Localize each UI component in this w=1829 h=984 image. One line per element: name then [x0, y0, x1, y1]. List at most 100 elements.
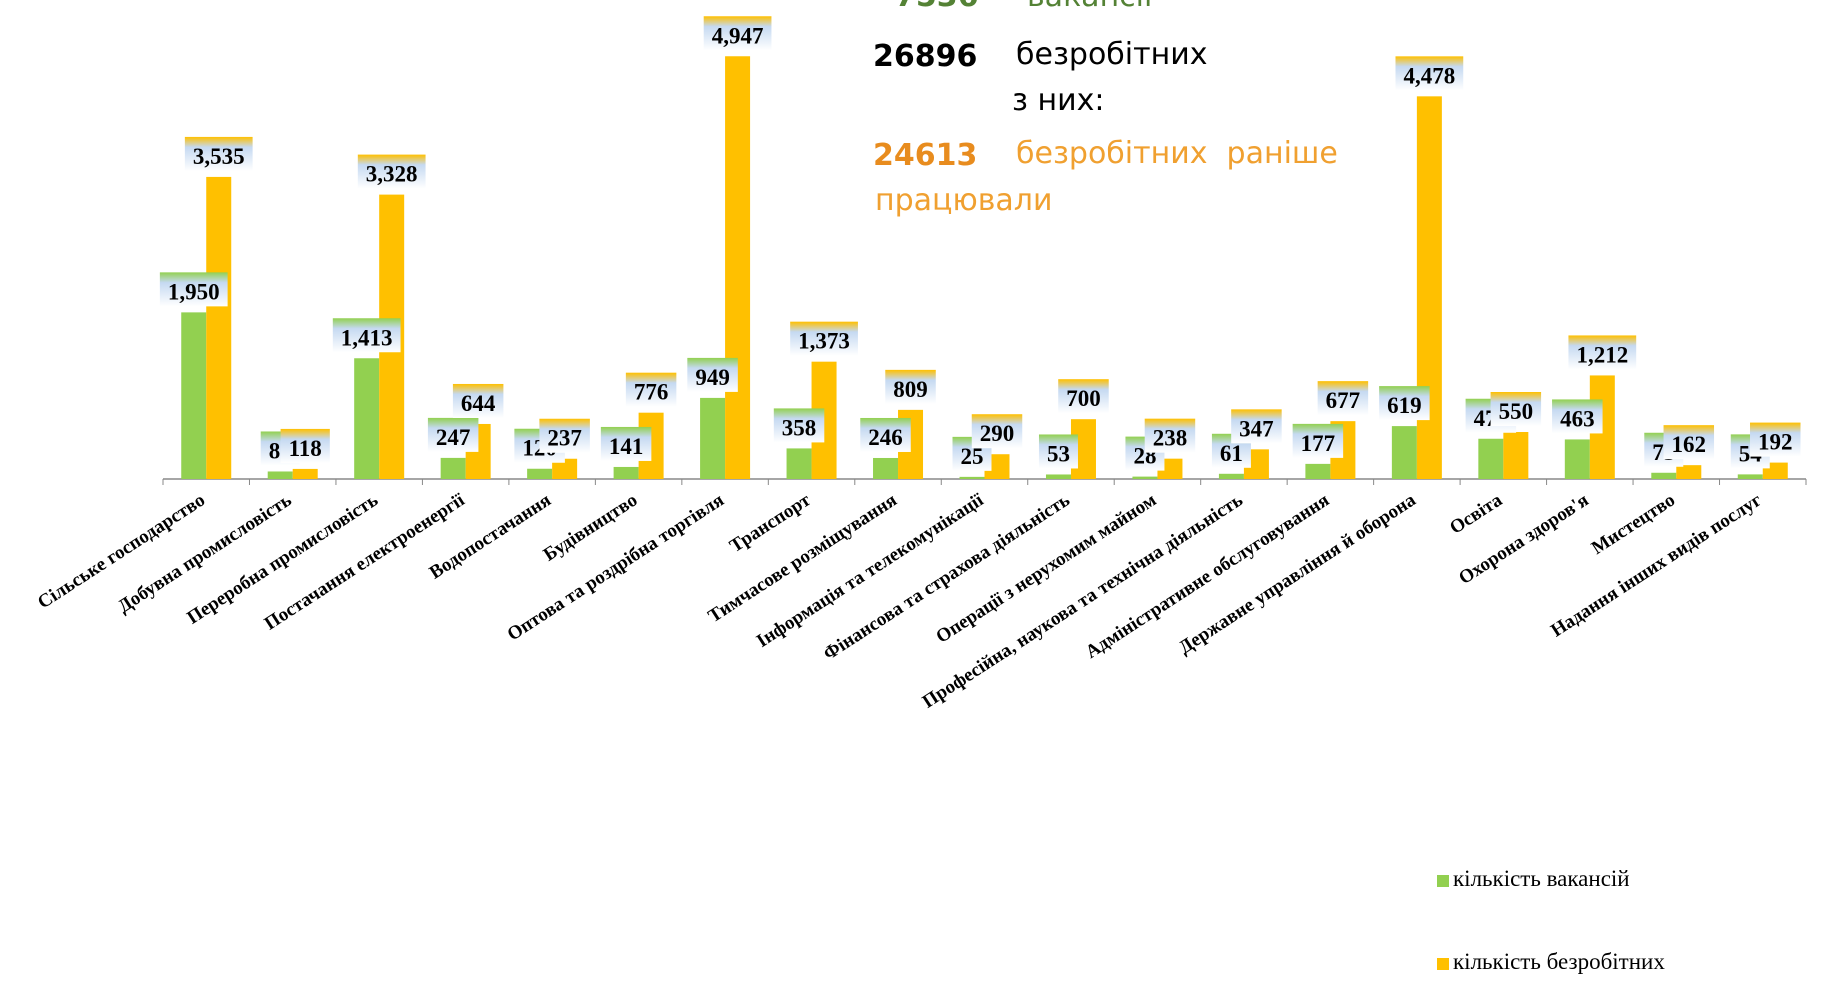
- data-label-box: [1144, 418, 1196, 453]
- bar: [959, 476, 985, 479]
- bar: [1391, 426, 1417, 479]
- data-label: 347: [1231, 409, 1282, 444]
- data-label-text: 4,478: [1403, 63, 1455, 88]
- data-label-box: [1292, 423, 1344, 458]
- annotation: безробітних: [1016, 37, 1207, 72]
- data-label-text: 1,950: [168, 279, 220, 304]
- bar: [786, 448, 812, 479]
- data-label: 53: [1038, 434, 1078, 469]
- data-label: 177: [1292, 423, 1344, 458]
- data-label: 677: [1317, 381, 1369, 416]
- data-label: 700: [1058, 379, 1109, 414]
- bar: [1737, 474, 1763, 479]
- data-label: 247: [427, 417, 479, 452]
- bar: [613, 466, 639, 479]
- data-label-text: 463: [1560, 406, 1595, 431]
- legend-swatch: [1437, 875, 1449, 887]
- bar: [1045, 474, 1071, 479]
- data-label-text: 141: [609, 434, 644, 459]
- data-label-box: [1231, 409, 1282, 444]
- data-label-text: 550: [1499, 399, 1534, 424]
- data-label-text: 700: [1066, 386, 1101, 411]
- bar: [354, 358, 380, 479]
- data-label-text: 25: [961, 444, 984, 469]
- annotation: вакансії: [1027, 0, 1153, 14]
- data-label-box: [600, 426, 652, 461]
- data-label-text: 347: [1239, 416, 1274, 441]
- bar: [873, 457, 899, 479]
- data-label: 1,373: [790, 321, 858, 356]
- legend-swatch: [1437, 958, 1449, 970]
- data-label-box: [1317, 381, 1369, 416]
- data-label: 1,413: [332, 318, 401, 353]
- data-label-text: 177: [1301, 431, 1336, 456]
- data-label-box: [452, 383, 504, 418]
- data-label: 550: [1490, 392, 1542, 426]
- data-label: 4,478: [1395, 56, 1464, 91]
- data-label-text: 61: [1220, 441, 1243, 466]
- data-label-text: 237: [547, 426, 582, 451]
- data-label-box: [1490, 392, 1542, 426]
- data-label: 3,328: [357, 154, 426, 189]
- data-label-text: 358: [782, 415, 817, 440]
- data-label-box: [1750, 422, 1801, 457]
- data-label-box: [1663, 425, 1715, 460]
- data-label: 4,947: [703, 16, 772, 51]
- data-label: 358: [773, 408, 825, 443]
- x-tick-label: Освіта: [1446, 489, 1506, 538]
- data-label-box: [539, 418, 590, 453]
- annotation: 24613: [873, 138, 977, 173]
- data-label-text: 1,373: [798, 329, 850, 354]
- data-label-text: 247: [436, 425, 471, 450]
- bar: [1132, 476, 1158, 479]
- bar: [206, 176, 232, 479]
- annotation: працювали: [875, 183, 1052, 218]
- data-label-text: 162: [1672, 432, 1707, 457]
- bar: [1478, 438, 1504, 479]
- data-label-box: [184, 136, 253, 171]
- data-label-box: [1058, 379, 1109, 414]
- data-label: 238: [1144, 418, 1196, 453]
- data-label-box: [159, 272, 228, 307]
- x-tick-label: Професійна, наукова та технічна діяльніс…: [919, 490, 1247, 713]
- data-label-text: 619: [1387, 393, 1422, 418]
- bar: [1676, 465, 1702, 479]
- bar: [1218, 473, 1244, 479]
- data-label-box: [687, 357, 738, 392]
- data-label-text: 290: [980, 421, 1015, 446]
- data-label-box: [332, 318, 401, 353]
- data-label-text: 118: [289, 436, 322, 461]
- data-label-text: 3,328: [366, 162, 418, 187]
- data-label: 463: [1552, 399, 1603, 434]
- data-label: 809: [885, 369, 936, 404]
- bar: [700, 397, 726, 479]
- data-label: 237: [539, 418, 590, 453]
- data-label-text: 1,212: [1576, 342, 1628, 367]
- bar: [181, 312, 207, 479]
- data-label: 949: [687, 357, 738, 392]
- bar: [267, 471, 293, 479]
- data-label-text: 53: [1047, 441, 1070, 466]
- bar: [1503, 432, 1529, 479]
- bar: [1305, 463, 1331, 479]
- data-label-text: 776: [634, 380, 669, 405]
- data-label: 290: [971, 414, 1023, 449]
- bar: [1651, 472, 1677, 479]
- annotation: 26896: [873, 39, 977, 74]
- data-label: 141: [600, 426, 652, 461]
- bar: [292, 468, 318, 479]
- bar: [552, 458, 578, 479]
- data-label-box: [1552, 399, 1603, 434]
- annotation: безробітних раніше: [1016, 136, 1338, 171]
- data-label-box: [1395, 56, 1464, 91]
- bar: [440, 457, 466, 479]
- data-label-box: [357, 154, 426, 189]
- data-label-box: [625, 372, 677, 407]
- data-label: 192: [1750, 422, 1801, 457]
- data-label: 1,950: [159, 272, 228, 307]
- data-label: 776: [625, 372, 677, 407]
- data-label: 118: [280, 428, 330, 463]
- data-label: 619: [1379, 386, 1430, 421]
- data-label: 246: [860, 417, 911, 452]
- data-label-box: [790, 321, 858, 356]
